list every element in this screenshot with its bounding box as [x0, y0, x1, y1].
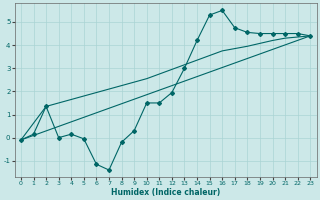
- X-axis label: Humidex (Indice chaleur): Humidex (Indice chaleur): [111, 188, 220, 197]
